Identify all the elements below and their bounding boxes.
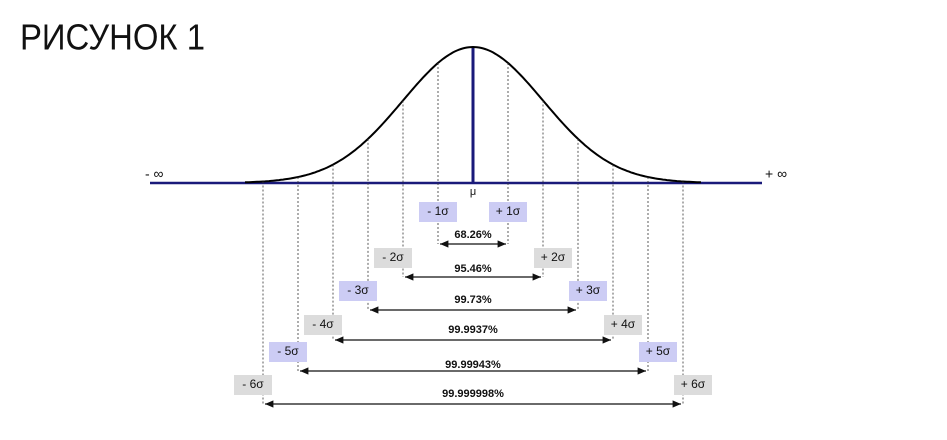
sigma-box [374, 248, 412, 268]
percent-label: 95.46% [454, 263, 492, 275]
neg-infinity: - ∞ [145, 166, 164, 182]
sigma-label: + 2σ [541, 250, 566, 264]
sigma-box [534, 248, 572, 268]
sigma-label: - 1σ [427, 204, 449, 218]
mu-label: μ [470, 186, 476, 198]
sigma-label: + 4σ [611, 317, 636, 331]
sigma-box [639, 342, 677, 362]
sigma-box [489, 202, 527, 222]
sigma-box [304, 315, 342, 335]
percent-label: 99.9937% [448, 324, 498, 336]
pos-infinity: + ∞ [765, 166, 787, 182]
sigma-label: - 3σ [347, 283, 369, 297]
sigma-box [674, 375, 712, 395]
sigma-label: + 1σ [496, 204, 521, 218]
sigma-box [569, 281, 607, 301]
sigma-box [234, 375, 272, 395]
sigma-label: + 3σ [576, 283, 601, 297]
sigma-box [339, 281, 377, 301]
percent-label: 68.26% [454, 229, 492, 241]
sigma-label: - 2σ [382, 250, 404, 264]
title: РИСУНОК 1 [20, 17, 205, 58]
bell-curve [245, 45, 701, 184]
sigma-box [269, 342, 307, 362]
sigma-label: + 6σ [681, 377, 706, 391]
percent-label: 99.99943% [445, 359, 501, 371]
sigma-label: - 4σ [312, 317, 334, 331]
sigma-label: - 5σ [277, 344, 299, 358]
sigma-box [604, 315, 642, 335]
sigma-label: - 6σ [242, 377, 264, 391]
percent-label: 99.73% [454, 294, 492, 306]
percent-label: 99.999998% [442, 388, 504, 400]
sigma-box [419, 202, 457, 222]
sigma-label: + 5σ [646, 344, 671, 358]
